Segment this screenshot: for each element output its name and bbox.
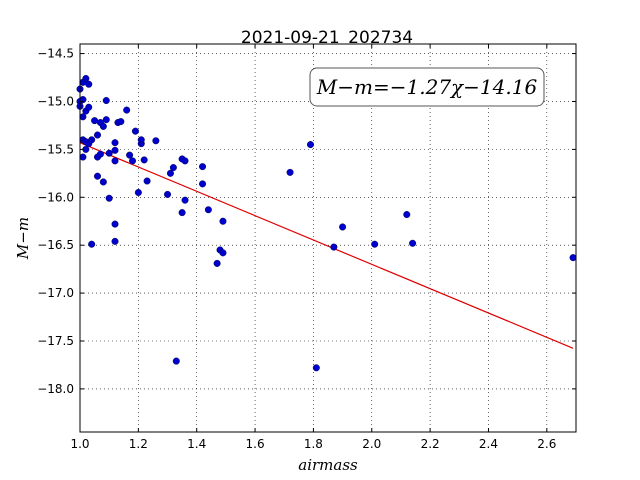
fit-line	[79, 142, 574, 349]
data-point	[403, 211, 411, 219]
grid	[80, 44, 576, 432]
data-point	[569, 254, 577, 262]
data-point	[129, 157, 137, 165]
data-point	[199, 180, 207, 188]
data-point	[99, 122, 107, 130]
x-tick-label: 2.6	[537, 437, 556, 451]
data-point	[91, 117, 99, 125]
data-point	[140, 156, 148, 164]
data-point	[94, 172, 102, 180]
y-tick-label: −17.5	[37, 334, 74, 348]
data-point	[169, 164, 177, 172]
y-tick-label: −14.5	[37, 47, 74, 61]
plot-area	[80, 44, 576, 432]
x-tick-label: 1.0	[70, 437, 89, 451]
data-point	[312, 364, 320, 372]
annotation-text: M−m=−1.27χ−14.16	[316, 75, 538, 99]
data-point	[94, 131, 102, 139]
data-point	[204, 206, 212, 214]
data-point	[134, 188, 142, 196]
data-point	[111, 139, 119, 147]
data-point	[96, 150, 104, 158]
data-point	[172, 357, 180, 365]
x-axis-label: airmass	[298, 456, 358, 474]
data-point	[82, 74, 90, 82]
x-tick-label: 1.8	[304, 437, 323, 451]
data-point	[85, 103, 93, 111]
data-point	[219, 249, 227, 257]
chart-title: 2021-09-21_202734	[241, 28, 413, 48]
data-point	[88, 136, 96, 144]
data-point	[330, 243, 338, 251]
data-point	[219, 217, 227, 225]
data-point	[181, 157, 189, 165]
data-point	[137, 136, 145, 144]
x-tick-label: 1.2	[129, 437, 148, 451]
data-point	[126, 151, 134, 159]
data-point	[105, 149, 113, 157]
y-tick-label: −15.5	[37, 142, 74, 156]
plot-frame	[79, 43, 577, 433]
data-point	[123, 106, 131, 114]
data-point	[339, 223, 347, 231]
data-point	[409, 239, 417, 247]
equation-annotation: M−m=−1.27χ−14.16	[309, 67, 545, 107]
y-tick-label: −16.0	[37, 190, 74, 204]
x-tick-label: 1.6	[246, 437, 265, 451]
data-point	[88, 240, 96, 248]
data-point	[131, 127, 139, 135]
data-point	[111, 146, 119, 154]
data-point	[166, 169, 174, 177]
data-point	[85, 80, 93, 88]
data-point	[164, 190, 172, 198]
data-point	[286, 168, 294, 176]
y-tick-label: −15.0	[37, 94, 74, 108]
y-tick-label: −18.0	[37, 382, 74, 396]
data-points	[76, 74, 577, 372]
data-point	[199, 163, 207, 171]
x-tick-label: 2.4	[479, 437, 498, 451]
data-point	[213, 259, 221, 267]
fit-line-layer	[79, 142, 574, 349]
y-tick-label: −17.0	[37, 286, 74, 300]
data-point	[99, 178, 107, 186]
data-point	[143, 177, 151, 185]
data-point	[178, 209, 186, 217]
x-tick-label: 2.0	[362, 437, 381, 451]
data-point	[181, 196, 189, 204]
axis-ticks: 1.0 1.2 1.4 1.6 1.8 2.0 2.2 2.4 2.6 −14.5 −15.0 −15…	[37, 44, 576, 451]
y-tick-label: −16.5	[37, 238, 74, 252]
data-point	[111, 237, 119, 245]
data-point	[102, 97, 110, 105]
x-tick-label: 1.4	[187, 437, 206, 451]
data-point	[111, 157, 119, 165]
data-point	[79, 153, 87, 161]
y-axis-label: M−m	[14, 217, 32, 260]
data-point	[306, 141, 314, 149]
data-point	[117, 118, 125, 126]
data-point	[102, 116, 110, 124]
data-point	[152, 137, 160, 145]
data-point	[111, 220, 119, 228]
data-point	[371, 240, 379, 248]
x-tick-label: 2.2	[421, 437, 440, 451]
data-point	[79, 113, 87, 121]
annotation-box	[309, 67, 545, 107]
data-point	[105, 194, 113, 202]
